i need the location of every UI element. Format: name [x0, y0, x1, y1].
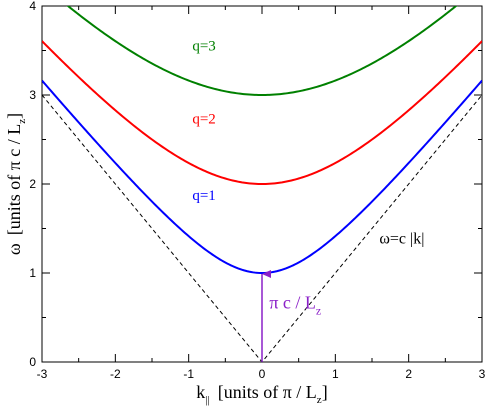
x-tick-label-1: -2 — [110, 367, 121, 381]
y-tick-label-0: 0 — [29, 355, 36, 369]
gap-arrow-label-subscript: z — [316, 304, 321, 318]
y-tick-label-4: 4 — [29, 0, 36, 13]
y-axis-label: ω[units of π c / Lz] — [4, 113, 28, 255]
x-tick-label-6: 3 — [479, 367, 486, 381]
gap-arrow-label: π c / Lz — [269, 293, 321, 318]
curve-q2 — [42, 40, 482, 186]
light-cone-label: ω=c |k| — [379, 231, 424, 248]
y-tick-label-1: 1 — [29, 266, 36, 280]
y-tick-label-2: 2 — [29, 177, 36, 191]
x-axis-label: k|| [units of π / Lz] — [196, 382, 327, 406]
light-cone — [42, 94, 482, 362]
curve-q3 — [66, 6, 458, 97]
gap-arrow-label-main: π c / L — [269, 293, 316, 313]
x-tick-label-4: 1 — [332, 367, 339, 381]
tick-labels: -3 -2 -1 0 1 2 3 0 1 2 3 4 — [29, 0, 485, 381]
light-cone-line — [42, 94, 482, 362]
x-tick-label-0: -3 — [37, 367, 48, 381]
y-tick-label-3: 3 — [29, 88, 36, 102]
x-tick-label-5: 2 — [405, 367, 412, 381]
x-tick-label-2: -1 — [183, 367, 194, 381]
curve-label-q1: q=1 — [192, 188, 215, 204]
curve-label-q2: q=2 — [192, 111, 215, 127]
annotations: q=1 q=2 q=3 ω=c |k| π c / Lz — [192, 39, 424, 318]
x-tick-label-3: 0 — [259, 367, 266, 381]
curve-label-q3: q=3 — [192, 39, 215, 55]
